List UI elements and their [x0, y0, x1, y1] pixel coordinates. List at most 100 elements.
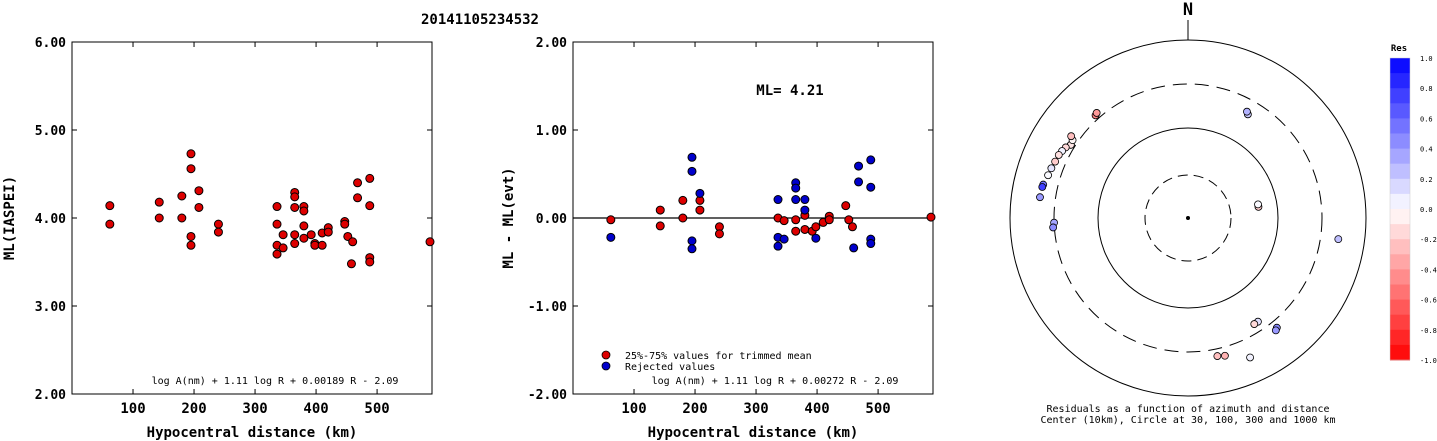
data-point [194, 202, 204, 212]
y-tick-label: 4.00 [35, 212, 66, 227]
figure-title: 20141105234532 [421, 12, 539, 28]
y-tick-label: -1.00 [528, 300, 567, 315]
panel-ml-residual: 100 200 300 400 500 -2.00 -1.00 0.00 1.00 2.00 ML… [501, 36, 936, 441]
colorbar-cell [1390, 163, 1410, 180]
data-point [687, 166, 697, 176]
data-point [278, 230, 288, 240]
data-point [105, 219, 115, 229]
polar-point [1051, 157, 1060, 166]
colorbar-cell [1390, 299, 1410, 316]
colorbar-tick-label: 0.0 [1420, 206, 1433, 214]
legend-label-rejected: Rejected values [625, 362, 715, 373]
y-axis-label-2: ML - ML(evt) [501, 167, 517, 268]
polar-point [1049, 223, 1058, 232]
data-point [811, 233, 821, 243]
data-point [687, 244, 697, 254]
formula-1: log A(nm) + 1.11 log R + 0.00189 R - 2.0… [152, 376, 399, 387]
data-point [678, 213, 688, 223]
axis-ticks-2: 100 200 300 400 500 -2.00 -1.00 0.00 1.00 2.00 [528, 36, 933, 417]
data-point [841, 201, 851, 211]
colorbar-cell [1390, 269, 1410, 285]
data-point [773, 241, 783, 251]
x-tick-label: 100 [120, 401, 145, 417]
colorbar-cell [1390, 329, 1410, 346]
polar-point [1213, 352, 1222, 360]
data-point [346, 259, 356, 269]
colorbar-labels: 1.0 0.8 0.6 0.4 0.2 0.0 -0.2 -0.4 -0.6 -0.8 -1.0 [1420, 55, 1437, 365]
colorbar-cell [1390, 314, 1410, 331]
data-point [866, 155, 876, 165]
colorbar-tick-label: 0.8 [1420, 85, 1433, 93]
data-point [866, 239, 876, 249]
data-points-2 [606, 152, 936, 254]
legend-marker-rejected [601, 361, 611, 371]
colorbar-cell [1390, 88, 1410, 104]
data-point [866, 182, 876, 192]
data-point [800, 205, 810, 215]
data-point [678, 195, 688, 205]
data-point [348, 237, 358, 247]
colorbar-cell [1390, 73, 1410, 89]
data-point [306, 230, 316, 240]
data-point [800, 224, 810, 234]
data-point [695, 205, 705, 215]
data-point [791, 183, 801, 193]
polar-caption-1: Residuals as a function of azimuth and d… [1047, 404, 1330, 415]
data-point [687, 236, 697, 246]
data-point [655, 205, 665, 215]
colorbar-cell [1390, 103, 1410, 119]
ring-30km [1144, 174, 1232, 262]
colorbar-cell [1390, 58, 1410, 74]
polar-point [1250, 320, 1259, 328]
legend: 25%-75% values for trimmed mean Rejected… [601, 350, 812, 373]
y-tick-label: 2.00 [35, 388, 66, 403]
data-point [353, 178, 363, 188]
data-point [213, 219, 223, 229]
data-point [299, 233, 309, 243]
data-point [186, 149, 196, 159]
data-point [791, 215, 801, 225]
data-point [791, 226, 801, 236]
polar-point [1054, 151, 1063, 159]
x-tick-label: 200 [682, 401, 707, 417]
polar-points [1036, 107, 1343, 362]
data-point [290, 192, 300, 202]
data-point [340, 219, 350, 229]
y-axis-label-1: ML(IASPEI) [2, 176, 18, 260]
polar-point [1334, 235, 1343, 244]
data-point [854, 161, 864, 171]
ring-100km [1097, 127, 1279, 309]
data-point [272, 219, 282, 229]
polar-point [1067, 132, 1076, 141]
y-tick-label: 1.00 [536, 124, 567, 139]
colorbar-cell [1390, 148, 1410, 165]
data-point [847, 222, 857, 232]
colorbar-cells [1389, 57, 1411, 361]
data-point [299, 221, 309, 231]
legend-marker-trimmed [601, 350, 611, 360]
data-point [695, 188, 705, 198]
colorbar-tick-label: 0.4 [1420, 146, 1433, 154]
data-point [811, 222, 821, 232]
data-points-1 [105, 149, 435, 269]
formula-2: log A(nm) + 1.11 log R + 0.00272 R - 2.0… [652, 376, 899, 387]
colorbar-tick-label: 1.0 [1420, 55, 1433, 63]
data-point [290, 230, 300, 240]
colorbar-cell [1390, 344, 1410, 361]
colorbar-cell [1390, 209, 1410, 225]
polar-point [1243, 107, 1251, 116]
x-tick-label: 500 [865, 401, 890, 417]
colorbar-tick-label: 0.6 [1420, 115, 1433, 123]
colorbar-cell [1390, 193, 1410, 210]
data-point [299, 206, 309, 216]
polar-point [1254, 200, 1262, 209]
colorbar-cell [1390, 133, 1410, 150]
data-point [310, 240, 320, 250]
polar-point [1246, 353, 1254, 362]
colorbar-tick-label: 0.2 [1420, 176, 1433, 184]
data-point [105, 201, 115, 211]
ring-300km [1053, 83, 1323, 353]
y-tick-label: 3.00 [35, 300, 66, 315]
data-point [290, 202, 300, 212]
